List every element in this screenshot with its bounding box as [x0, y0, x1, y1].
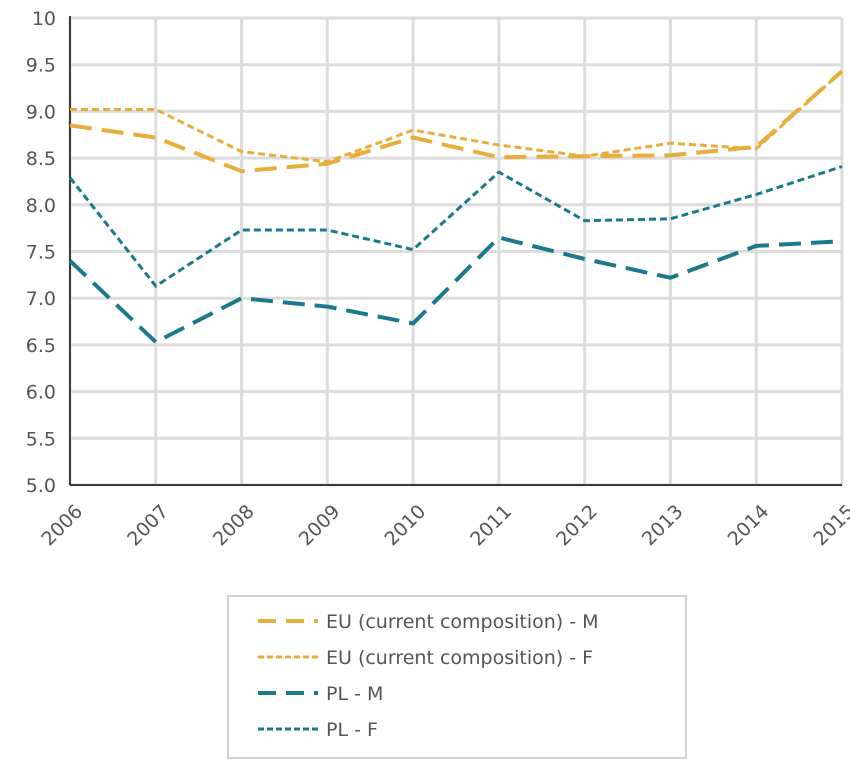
- legend-label-1: EU (current composition) - M: [326, 611, 599, 633]
- series-line-3: [68, 235, 843, 345]
- series-lines: [68, 69, 844, 345]
- y-tick-label: 5.0: [26, 475, 56, 497]
- y-tick-label: 10: [32, 8, 56, 30]
- x-tick-label: 2009: [295, 501, 345, 551]
- y-tick-label: 8.5: [26, 148, 56, 170]
- x-tick-label: 2007: [123, 501, 173, 551]
- y-tick-label: 7.0: [26, 288, 56, 310]
- y-tick-label: 9.5: [26, 55, 56, 77]
- axes: [69, 16, 842, 486]
- y-tick-label: 7.5: [26, 242, 56, 264]
- x-axis-ticks: 2006 2007 2008 2009 2010 2011 2012 2013 2014 2015: [37, 501, 850, 551]
- y-tick-label: 5.5: [26, 428, 56, 450]
- x-tick-label: 2014: [724, 501, 774, 551]
- legend-label-3: PL - M: [326, 683, 383, 705]
- x-tick-label: 2011: [466, 501, 516, 551]
- y-tick-label: 6.5: [26, 335, 56, 357]
- grid: [68, 16, 844, 487]
- x-tick-label: 2010: [381, 501, 431, 551]
- legend-label-2: EU (current composition) - F: [326, 647, 593, 669]
- x-tick-label: 2012: [552, 501, 602, 551]
- x-tick-label: 2008: [209, 501, 259, 551]
- y-axis-ticks: 5.0 5.5 6.0 6.5 7.0 7.5 8.0 8.5 9.0 9.5 10: [26, 8, 56, 497]
- x-tick-label: 2006: [37, 501, 87, 551]
- x-tick-label: 2015: [809, 501, 850, 551]
- y-tick-label: 6.0: [26, 382, 56, 404]
- legend: EU (current composition) - M EU (current …: [227, 595, 687, 759]
- x-tick-label: 2013: [638, 501, 688, 551]
- y-tick-label: 8.0: [26, 195, 56, 217]
- y-tick-label: 9.0: [26, 101, 56, 123]
- legend-label-4: PL - F: [326, 719, 378, 741]
- legend-box: [227, 595, 687, 759]
- series-line-4: [68, 165, 843, 288]
- series-line-2: [70, 70, 844, 164]
- series-line-1: [69, 69, 844, 174]
